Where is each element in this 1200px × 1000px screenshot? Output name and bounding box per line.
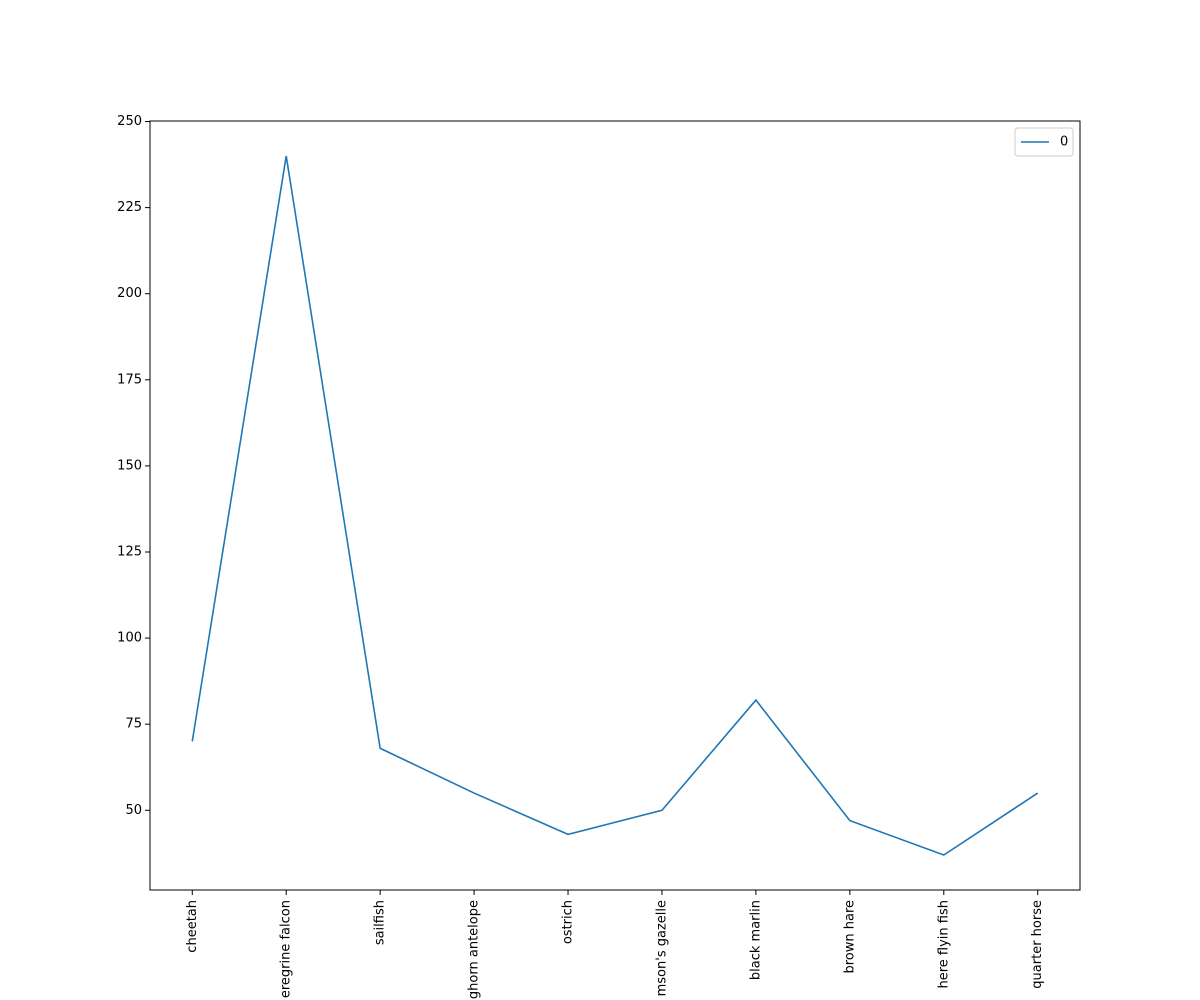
y-tick-label: 150	[117, 458, 142, 473]
x-tick-label: sailfish	[373, 900, 388, 945]
line	[191, 155, 1039, 856]
plot-frame	[149, 120, 1081, 891]
y-tick-label: 50	[125, 803, 142, 818]
x-tick-label: ostrich	[561, 900, 576, 944]
y-tick-label: 75	[125, 717, 142, 732]
y-tick-label: 100	[117, 631, 142, 646]
x-tick-label: here flyin fish	[936, 900, 951, 989]
y-tick-label: 175	[117, 372, 142, 387]
y-tick-label: 250	[117, 114, 142, 129]
x-tick-label: brown hare	[842, 900, 857, 974]
x-tick-label: cheetah	[185, 900, 200, 953]
x-tick-label: quarter horse	[1030, 900, 1045, 989]
x-tick-label: black marlin	[748, 900, 763, 980]
y-tick-label: 125	[117, 544, 142, 559]
y-tick-label: 200	[117, 286, 142, 301]
legend-label: 0	[1060, 135, 1068, 150]
x-tick-label: mson's gazelle	[654, 900, 669, 996]
x-tick-label: eregrine falcon	[279, 900, 294, 998]
y-tick-label: 225	[117, 200, 142, 215]
x-tick-label: ghorn antelope	[467, 900, 482, 999]
